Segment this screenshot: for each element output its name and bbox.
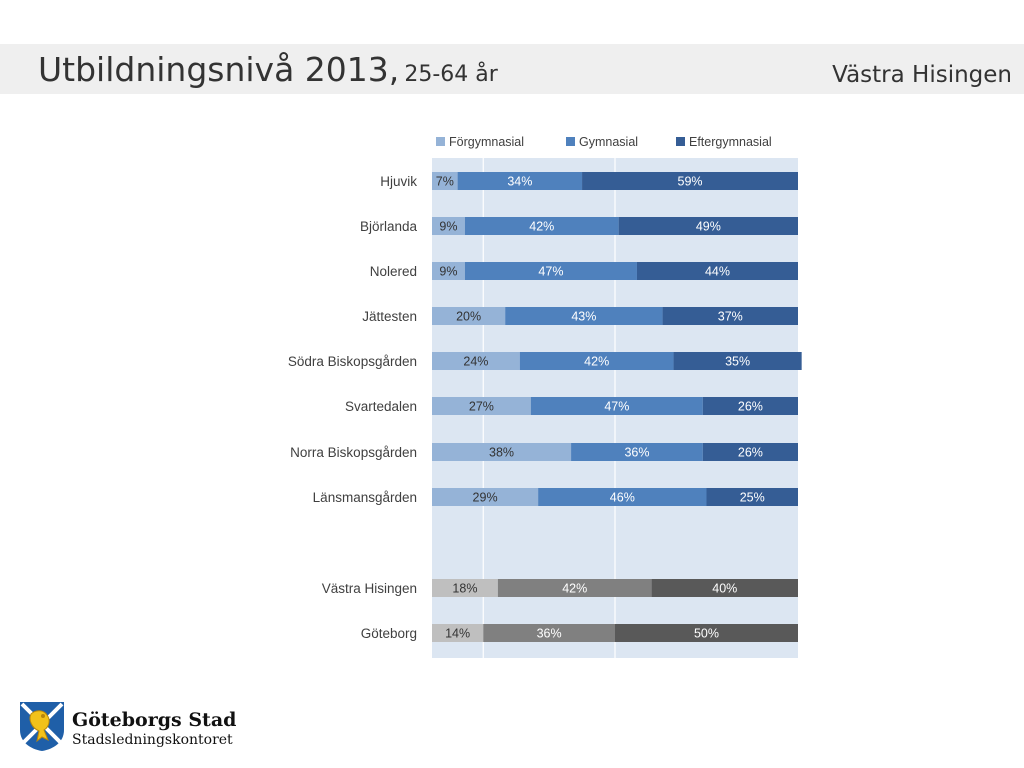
data-label: 43% xyxy=(571,310,596,324)
data-label: 36% xyxy=(624,446,649,460)
bar-0 xyxy=(432,624,484,642)
bar-0 xyxy=(432,307,506,325)
bar-2 xyxy=(582,172,798,190)
category-label: Jättesten xyxy=(362,309,417,324)
bar-0 xyxy=(432,262,465,280)
legend-label-2: Eftergymnasial xyxy=(689,135,772,149)
data-label: 36% xyxy=(537,627,562,641)
bar-1 xyxy=(530,397,703,415)
legend-swatch-2 xyxy=(676,137,685,146)
data-label: 14% xyxy=(445,627,470,641)
org-unit: Stadsledningskontoret xyxy=(72,732,233,748)
data-label: 7% xyxy=(436,175,454,189)
org-block: Göteborgs Stad Stadsledningskontoret xyxy=(72,709,236,749)
data-label: 44% xyxy=(705,265,730,279)
bar-2 xyxy=(662,307,798,325)
slide-title-main: Utbildningsnivå 2013, xyxy=(38,50,400,89)
data-label: 47% xyxy=(604,400,629,414)
data-label: 25% xyxy=(740,491,765,505)
data-label: 35% xyxy=(725,355,750,369)
legend-label-0: Förgymnasial xyxy=(449,135,524,149)
category-label: Norra Biskopsgården xyxy=(290,445,417,460)
data-label: 37% xyxy=(718,310,743,324)
bar-0 xyxy=(432,172,458,190)
data-label: 26% xyxy=(738,400,763,414)
data-label: 49% xyxy=(696,220,721,234)
category-label: Nolered xyxy=(370,264,417,279)
bar-1 xyxy=(519,352,674,370)
bar-2 xyxy=(636,262,798,280)
data-label: 20% xyxy=(456,310,481,324)
slide-title-sub: 25-64 år xyxy=(404,62,498,87)
bar-2 xyxy=(702,397,798,415)
category-label: Svartedalen xyxy=(345,399,417,414)
data-label: 42% xyxy=(529,220,554,234)
legend-swatch-1 xyxy=(566,137,575,146)
bar-2 xyxy=(651,579,798,597)
data-label: 34% xyxy=(507,175,532,189)
bar-1 xyxy=(497,579,652,597)
data-label: 59% xyxy=(678,175,703,189)
data-label: 42% xyxy=(562,582,587,596)
data-label: 24% xyxy=(463,355,488,369)
data-label: 29% xyxy=(473,491,498,505)
org-name: Göteborgs Stad xyxy=(72,709,237,731)
category-label: Södra Biskopsgården xyxy=(288,354,417,369)
bar-1 xyxy=(505,307,663,325)
category-label: Björlanda xyxy=(360,219,418,234)
bar-2 xyxy=(706,488,798,506)
legend-label-1: Gymnasial xyxy=(579,135,638,149)
bar-0 xyxy=(432,579,498,597)
bar-2 xyxy=(702,443,798,461)
data-label: 46% xyxy=(610,491,635,505)
data-label: 27% xyxy=(469,400,494,414)
region-label: Västra Hisingen xyxy=(832,62,1012,88)
slide-title: Utbildningsnivå 2013, 25-64 år xyxy=(38,50,498,89)
data-label: 9% xyxy=(439,220,457,234)
bar-1 xyxy=(457,172,583,190)
bar-2 xyxy=(615,624,798,642)
data-label: 40% xyxy=(712,582,737,596)
category-label: Göteborg xyxy=(361,626,417,641)
bar-1 xyxy=(571,443,703,461)
legend-swatch-0 xyxy=(436,137,445,146)
data-label: 42% xyxy=(584,355,609,369)
title-bar xyxy=(0,44,1024,94)
data-label: 38% xyxy=(489,446,514,460)
bar-2 xyxy=(618,217,798,235)
bar-1 xyxy=(464,262,637,280)
bar-0 xyxy=(432,488,539,506)
bar-0 xyxy=(432,397,531,415)
data-label: 47% xyxy=(538,265,563,279)
category-label: Länsmansgården xyxy=(313,490,417,505)
bar-1 xyxy=(538,488,707,506)
bar-0 xyxy=(432,352,520,370)
data-label: 18% xyxy=(452,582,477,596)
category-label: Västra Hisingen xyxy=(322,581,417,596)
data-label: 9% xyxy=(439,265,457,279)
bar-2 xyxy=(673,352,802,370)
bar-1 xyxy=(483,624,615,642)
goteborg-coat-of-arms-icon xyxy=(20,702,64,751)
bar-0 xyxy=(432,217,465,235)
data-label: 50% xyxy=(694,627,719,641)
data-label: 26% xyxy=(738,446,763,460)
bar-1 xyxy=(464,217,619,235)
bar-0 xyxy=(432,443,572,461)
category-label: Hjuvik xyxy=(380,174,417,189)
